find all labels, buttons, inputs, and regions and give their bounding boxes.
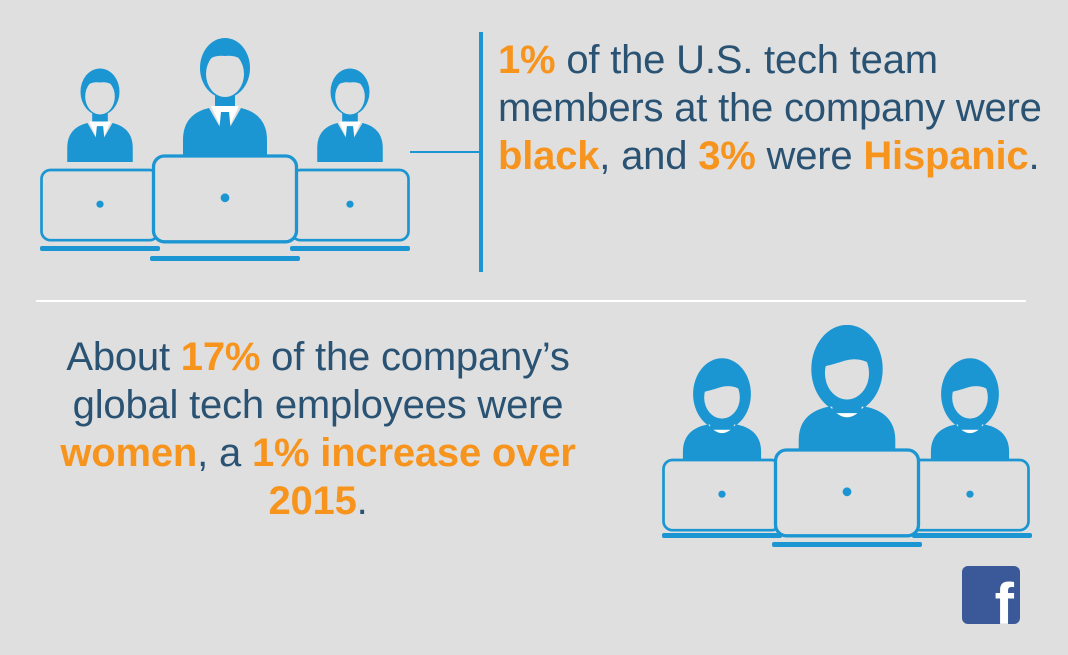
women-at-laptops-icon xyxy=(662,325,1032,547)
vertical-divider xyxy=(479,32,483,272)
hispanic-percentage: 3% xyxy=(698,134,756,178)
men-at-laptops-icon xyxy=(40,38,480,261)
increase-text: 1% increase over 2015 xyxy=(251,431,576,523)
facebook-logo-icon: f xyxy=(962,566,1020,624)
black-label: black xyxy=(498,134,600,178)
black-percentage: 1% xyxy=(498,38,556,82)
global-women-stat: About 17% of the company’s global tech e… xyxy=(60,335,576,523)
horizontal-divider xyxy=(36,300,1026,302)
women-label: women xyxy=(60,431,198,475)
facebook-glyph: f xyxy=(994,572,1014,625)
hispanic-label: Hispanic xyxy=(863,134,1029,178)
women-percentage: 17% xyxy=(180,335,261,379)
us-tech-diversity-stat: 1% of the U.S. tech team members at the … xyxy=(498,38,1042,178)
